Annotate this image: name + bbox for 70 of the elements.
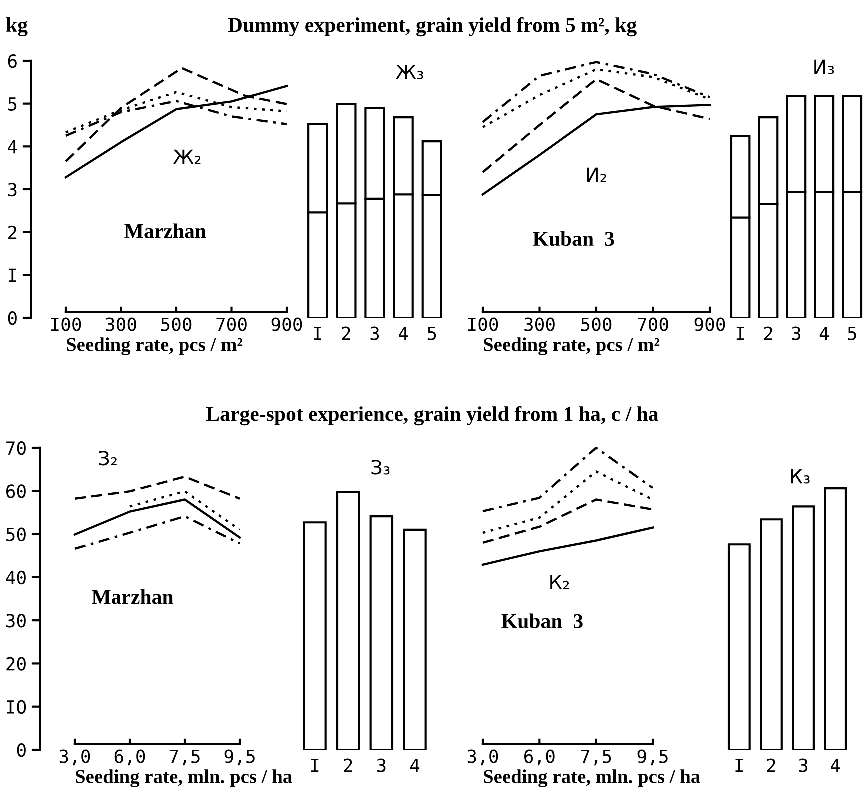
annotation: З₃ — [372, 460, 390, 475]
annotation: Ж₂ — [174, 150, 201, 164]
x-tick-label: 300 — [106, 318, 136, 332]
x-tick-label: 3 — [370, 326, 380, 340]
x-tick-label: I00 — [51, 318, 82, 332]
x-tick-label: 4 — [831, 758, 840, 772]
annotation: З₂ — [99, 451, 117, 466]
x-tick-label: 5 — [428, 326, 436, 340]
x-tick-label: 5 — [848, 326, 856, 340]
x-tick-label: I — [314, 326, 322, 340]
annotation: Ж₃ — [396, 65, 424, 80]
x-tick-label: 3 — [377, 758, 386, 772]
x-tick-label: 3 — [799, 758, 808, 772]
x-tick-label: 3 — [792, 326, 801, 340]
y-tick-label: 70 — [6, 442, 26, 456]
x-tick-label: 500 — [161, 318, 192, 332]
annotation: Marzhan — [124, 224, 206, 238]
x-tick-label: 9,5 — [224, 750, 255, 766]
annotation: Kuban 3 — [533, 231, 614, 246]
x-tick-label: I — [736, 326, 744, 340]
x-tick-label: 9,5 — [638, 750, 668, 766]
x-tick-label: 2 — [342, 326, 350, 340]
y-tick-label: I — [8, 268, 16, 282]
x-tick-label: 2 — [344, 758, 352, 772]
annotation: Kuban 3 — [502, 614, 583, 628]
x-tick-label: 300 — [524, 318, 555, 332]
x-tick-label: 4 — [410, 758, 420, 772]
x-axis-title: Seeding rate, mln. pcs / ha — [76, 770, 292, 788]
y-tick-label: 6 — [8, 54, 17, 68]
annotation: И₃ — [814, 60, 834, 74]
x-tick-label: 900 — [694, 318, 726, 332]
annotation: Marzhan — [92, 590, 174, 604]
x-tick-label: 3,0 — [468, 750, 498, 766]
y-tick-label: 2 — [8, 226, 17, 240]
y-tick-label: 30 — [6, 614, 26, 628]
annotation: И₂ — [587, 168, 606, 182]
y-tick-label: 20 — [6, 657, 26, 671]
x-tick-label: 2 — [764, 326, 772, 340]
x-axis-title: Seeding rate, pcs / m² — [67, 338, 243, 356]
x-tick-label: 4 — [399, 326, 408, 340]
x-tick-label: I — [311, 758, 319, 772]
x-tick-label: 900 — [272, 318, 302, 332]
annotation: К₃ — [791, 469, 810, 484]
x-tick-label: 500 — [581, 318, 612, 332]
x-tick-label: 7,5 — [581, 750, 612, 766]
y-tick-label: 0 — [17, 744, 26, 758]
x-tick-label: 2 — [767, 758, 776, 772]
text: Large-spot experience, grain yield from 1 ha, c / ha — [206, 406, 659, 426]
y-tick-label: 4 — [8, 140, 18, 154]
annotation: К₂ — [550, 575, 570, 590]
x-tick-label: 3,0 — [60, 750, 90, 766]
x-tick-label: 7,5 — [170, 750, 200, 766]
x-tick-label: 700 — [638, 318, 668, 332]
x-tick-label: 700 — [216, 318, 247, 332]
x-axis-title: Seeding rate, mln. pcs / ha — [484, 770, 700, 788]
y-tick-label: 0 — [8, 312, 17, 326]
y-tick-label: 50 — [6, 528, 26, 542]
y-tick-label: 3 — [8, 183, 17, 197]
y-axis-title: kg — [6, 17, 28, 37]
y-tick-label: 60 — [6, 484, 26, 498]
text: Dummy experiment, grain yield from 5 m², kg — [228, 17, 637, 37]
x-tick-label: 6,0 — [114, 750, 146, 766]
x-tick-label: I — [736, 758, 744, 772]
x-tick-label: I00 — [468, 318, 498, 332]
x-tick-label: 6,0 — [524, 750, 555, 766]
y-tick-label: 5 — [8, 98, 17, 111]
x-tick-label: 4 — [820, 326, 830, 340]
y-tick-label: IO — [7, 700, 26, 714]
x-axis-title: Seeding rate, pcs / m² — [484, 338, 660, 356]
y-tick-label: 40 — [6, 570, 26, 585]
